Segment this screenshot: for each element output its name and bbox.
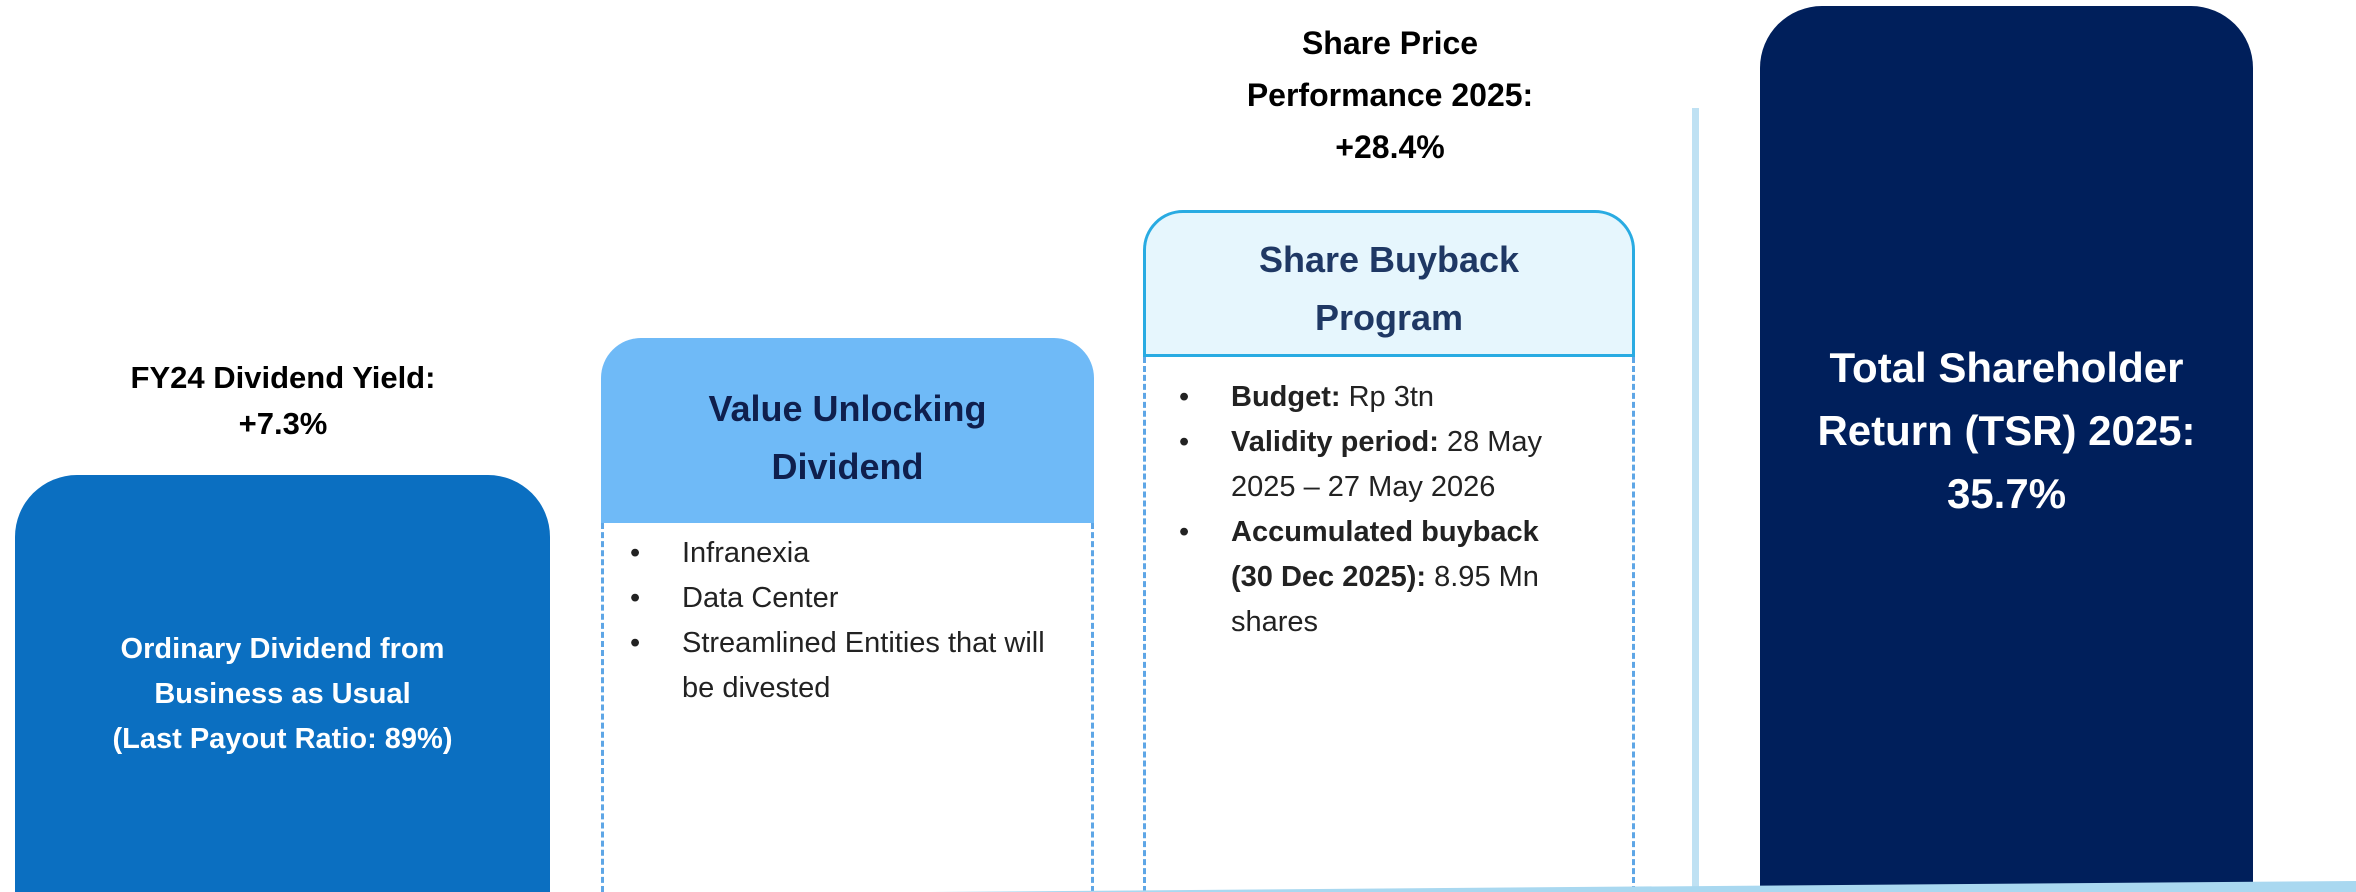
ordinary-dividend-box: Ordinary Dividend from Business as Usual… xyxy=(15,475,550,892)
share-buyback-title: Share Buyback Program xyxy=(1146,231,1632,347)
text-line: Value Unlocking xyxy=(708,388,987,429)
text-line: Return (TSR) 2025: xyxy=(1817,407,2196,454)
share-buyback-header: Share Buyback Program xyxy=(1143,210,1635,357)
value-unlocking-title: Value Unlocking Dividend xyxy=(601,380,1094,496)
bullet-label: Budget: xyxy=(1231,381,1341,413)
text-line: 35.7% xyxy=(1946,470,2067,517)
text-line: Share Buyback xyxy=(1258,239,1520,280)
ordinary-dividend-text: Ordinary Dividend from Business as Usual… xyxy=(15,627,550,762)
bullet-text: 8.95 Mn shares xyxy=(1231,561,1539,638)
bullet-item: Streamlined Entities that will be divest… xyxy=(630,621,1077,711)
value-unlocking-header: Value Unlocking Dividend xyxy=(601,338,1094,523)
bullet-label: Accumulated buyback (30 Dec 2025): xyxy=(1231,516,1539,593)
text-line: +28.4% xyxy=(1335,129,1445,165)
text-line: Total Shareholder xyxy=(1829,344,2184,391)
bullet-item: Budget: Rp 3tn xyxy=(1179,375,1581,420)
bullet-text: Rp 3tn xyxy=(1348,381,1435,413)
tsr-box: Total Shareholder Return (TSR) 2025: 35.… xyxy=(1760,6,2253,892)
bullet-text: 28 May 2025 – 27 May 2026 xyxy=(1231,426,1543,503)
share-buyback-bullets: Budget: Rp 3tnValidity period: 28 May 20… xyxy=(1179,375,1581,645)
text-line: +7.3% xyxy=(238,406,328,441)
text-line: Program xyxy=(1314,297,1464,338)
text-line: Business as Usual xyxy=(154,678,411,710)
share-price-label: Share Price Performance 2025: +28.4% xyxy=(1140,17,1640,173)
text-line: (Last Payout Ratio: 89%) xyxy=(112,723,453,755)
tsr-text: Total Shareholder Return (TSR) 2025: 35.… xyxy=(1760,336,2253,525)
bullet-label: Validity period: xyxy=(1231,426,1439,458)
dividend-yield-label: FY24 Dividend Yield: +7.3% xyxy=(83,355,483,447)
bullet-item: Validity period: 28 May 2025 – 27 May 20… xyxy=(1179,420,1581,510)
text-line: Performance 2025: xyxy=(1246,77,1534,113)
value-unlocking-bullets: InfranexiaData CenterStreamlined Entitie… xyxy=(630,531,1077,711)
text-line: Share Price xyxy=(1301,25,1479,61)
bullet-item: Accumulated buyback (30 Dec 2025): 8.95 … xyxy=(1179,510,1581,645)
text-line: Ordinary Dividend from xyxy=(120,633,445,665)
text-line: Dividend xyxy=(771,446,924,487)
share-buyback-body: Budget: Rp 3tnValidity period: 28 May 20… xyxy=(1143,357,1635,892)
bullet-item: Data Center xyxy=(630,576,1077,621)
bullet-item: Infranexia xyxy=(630,531,1077,576)
value-unlocking-body: InfranexiaData CenterStreamlined Entitie… xyxy=(601,523,1094,892)
divider-line xyxy=(1692,108,1699,892)
text-line: FY24 Dividend Yield: xyxy=(130,360,436,395)
